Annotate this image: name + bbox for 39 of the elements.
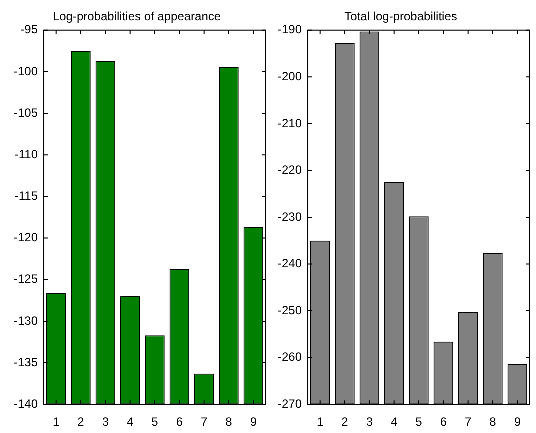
y-tick-label: -240 <box>278 256 302 271</box>
y-tick-label: -230 <box>278 210 302 224</box>
y-tick-label: -210 <box>278 116 302 130</box>
chart-title: Log-probabilities of appearance <box>52 10 222 24</box>
y-tick-label: -100 <box>14 64 38 78</box>
y-tick-label: -105 <box>14 106 38 120</box>
y-tick-label: -200 <box>278 69 302 84</box>
x-tick-label: 6 <box>440 415 448 430</box>
x-tick-label: 4 <box>127 415 134 430</box>
y-tick-label: -140 <box>14 396 38 411</box>
x-tick-label: 2 <box>78 415 85 430</box>
x-tick-label: 9 <box>514 415 522 430</box>
y-tick-label: -250 <box>278 303 302 318</box>
x-tick-label: 3 <box>102 415 110 430</box>
y-tick-label: -220 <box>278 163 302 178</box>
x-tick-label: 8 <box>226 415 233 430</box>
y-tick-label: -190 <box>278 22 302 37</box>
y-tick-label: -270 <box>278 396 302 411</box>
chart-title: Total log-probabilities <box>344 10 458 24</box>
x-tick-label: 5 <box>152 415 159 430</box>
y-tick-label: -130 <box>14 314 38 328</box>
x-tick-label: 6 <box>176 415 184 430</box>
y-tick-label: -110 <box>14 147 38 162</box>
x-tick-label: 1 <box>53 415 60 430</box>
x-tick-label: 3 <box>366 415 374 430</box>
y-tick-label: -125 <box>14 272 38 286</box>
y-tick-label: -115 <box>14 189 38 204</box>
x-tick-label: 7 <box>200 415 208 430</box>
y-tick-label: -135 <box>14 355 38 370</box>
x-tick-label: 4 <box>391 415 398 430</box>
x-tick-label: 9 <box>250 415 258 430</box>
x-tick-label: 1 <box>317 415 324 430</box>
x-tick-label: 7 <box>464 415 472 430</box>
y-tick-label: -95 <box>20 22 38 37</box>
y-tick-label: -120 <box>14 230 38 245</box>
x-tick-label: 2 <box>342 415 349 430</box>
x-tick-label: 8 <box>490 415 497 430</box>
x-tick-label: 5 <box>416 415 423 430</box>
y-tick-label: -260 <box>278 350 302 364</box>
